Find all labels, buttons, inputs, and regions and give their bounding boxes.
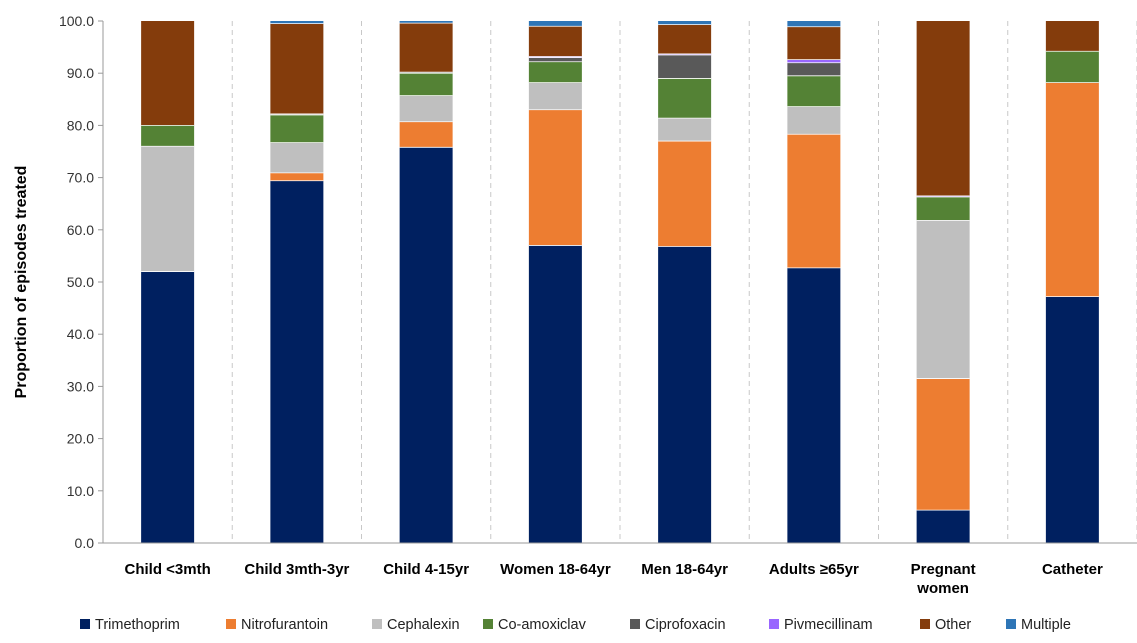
- y-tick-label: 0.0: [75, 535, 95, 551]
- bar-segment: [528, 26, 582, 57]
- bar-segment: [916, 195, 970, 197]
- bar-segment: [787, 26, 841, 60]
- bar-segment: [916, 378, 970, 511]
- bar-segment: [528, 21, 582, 27]
- legend-label: Ciprofoxacin: [645, 617, 726, 633]
- bar-segment: [787, 134, 841, 268]
- y-axis-title: Proportion of episodes treated: [13, 166, 30, 399]
- bar-segment: [528, 245, 582, 543]
- x-tick-label: Women 18-64yr: [500, 561, 611, 578]
- y-tick-label: 20.0: [67, 431, 94, 447]
- x-tick-label: Men 18-64yr: [641, 561, 728, 578]
- y-tick-label: 100.0: [59, 13, 94, 29]
- bar-segment: [141, 21, 195, 126]
- y-tick-label: 50.0: [67, 274, 94, 290]
- bar-segment: [399, 73, 453, 96]
- y-tick-label: 40.0: [67, 326, 94, 342]
- legend-label: Pivmecillinam: [784, 617, 873, 633]
- x-tick-label: Child <3mth: [124, 561, 210, 578]
- bar-segment: [916, 196, 970, 221]
- bar-segment: [658, 21, 712, 25]
- y-tick-label: 30.0: [67, 378, 94, 394]
- bar-segment: [270, 172, 324, 181]
- bar-segment: [658, 78, 712, 119]
- x-tick-label: Adults ≥65yr: [769, 561, 859, 578]
- x-tick-label: Child 4-15yr: [383, 561, 469, 578]
- y-tick-label: 10.0: [67, 483, 94, 499]
- bar-segment: [399, 147, 453, 543]
- bar-segment: [658, 24, 712, 54]
- legend-label: Cephalexin: [387, 617, 460, 633]
- legend-swatch: [483, 619, 493, 629]
- bars: [141, 21, 1099, 543]
- legend-swatch: [920, 619, 930, 629]
- legend-swatch: [372, 619, 382, 629]
- bar-segment: [270, 21, 324, 24]
- bar-segment: [1045, 21, 1099, 52]
- bar-segment: [528, 57, 582, 62]
- bar-segment: [916, 510, 970, 543]
- bar-segment: [787, 267, 841, 543]
- bar-segment: [270, 114, 324, 143]
- bar-segment: [787, 75, 841, 107]
- bar-segment: [787, 59, 841, 63]
- bar-segment: [787, 106, 841, 135]
- bar-segment: [658, 246, 712, 543]
- bar-segment: [658, 53, 712, 55]
- bar-segment: [528, 109, 582, 246]
- y-tick-label: 90.0: [67, 65, 94, 81]
- legend-label: Nitrofurantoin: [241, 617, 328, 633]
- bar-segment: [141, 271, 195, 543]
- bar-segment: [916, 21, 970, 196]
- bar-segment: [1045, 296, 1099, 543]
- bar-segment: [141, 125, 195, 147]
- legend-swatch: [226, 619, 236, 629]
- bar-segment: [399, 72, 453, 74]
- bar-segment: [528, 61, 582, 83]
- bar-segment: [528, 56, 582, 58]
- legend-label: Co-amoxiclav: [498, 617, 587, 633]
- legend-label: Trimethoprim: [95, 617, 180, 633]
- bar-segment: [1045, 51, 1099, 83]
- y-tick-label: 70.0: [67, 170, 94, 186]
- bar-segment: [658, 118, 712, 142]
- y-tick-label: 60.0: [67, 222, 94, 238]
- bar-segment: [787, 62, 841, 76]
- bar-segment: [270, 180, 324, 543]
- legend-swatch: [1006, 619, 1016, 629]
- bar-segment: [399, 121, 453, 148]
- bar-segment: [141, 146, 195, 272]
- bar-segment: [399, 95, 453, 122]
- bar-segment: [787, 21, 841, 27]
- legend-label: Multiple: [1021, 617, 1071, 633]
- x-tick-label: Child 3mth-3yr: [244, 561, 349, 578]
- legend: Trimethoprim Nitrofurantoin Cephalexin Co-a…: [80, 617, 1071, 633]
- legend-label: Other: [935, 617, 971, 633]
- bar-segment: [270, 23, 324, 114]
- bar-segment: [658, 141, 712, 247]
- bar-segment: [528, 82, 582, 110]
- axes: 0.0 10.0 20.0 30.0 40.0 50.0 60.0 70.0 80.0 90.0 1…: [59, 13, 1137, 597]
- bar-segment: [1045, 82, 1099, 297]
- bar-segment: [399, 21, 453, 24]
- bar-segment: [270, 142, 324, 173]
- bar-segment: [270, 113, 324, 115]
- bar-segment: [658, 54, 712, 79]
- bar-segment: [916, 220, 970, 379]
- gridlines: [231, 21, 1137, 543]
- y-tick-label: 80.0: [67, 117, 94, 133]
- legend-swatch: [630, 619, 640, 629]
- x-tick-label: Pregnant women: [911, 561, 976, 597]
- x-tick-label: Catheter: [1042, 561, 1103, 578]
- bar-segment: [399, 23, 453, 73]
- legend-swatch: [80, 619, 90, 629]
- legend-swatch: [769, 619, 779, 629]
